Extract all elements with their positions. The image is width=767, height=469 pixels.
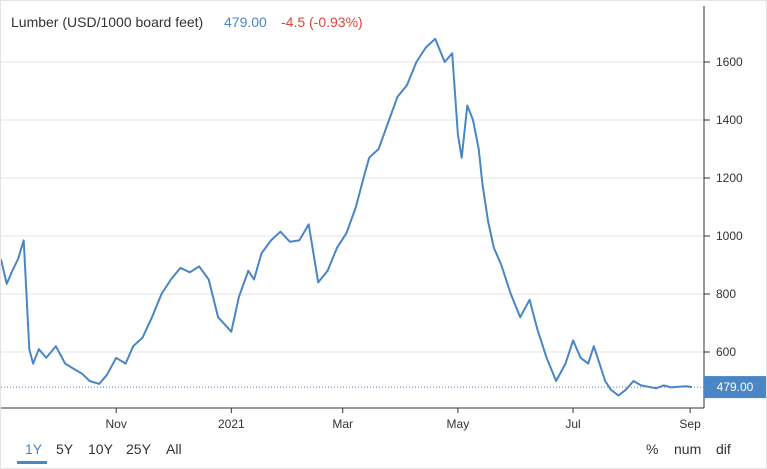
x-tick-label-may: May (447, 417, 470, 431)
range-button-1y[interactable]: 1Y (25, 441, 43, 457)
price-change: -4.5 (-0.93%) (281, 14, 363, 30)
series-line-lumber (1, 37, 693, 397)
x-tick-label-nov: Nov (105, 417, 126, 431)
y-tick-label-1000: 1000 (716, 229, 743, 243)
series-group (1, 37, 704, 397)
active-range-underline (17, 461, 47, 464)
x-tick-label-sep: Sep (679, 417, 701, 431)
last-value-badge: 479.00 (704, 376, 766, 399)
last-price: 479.00 (224, 14, 267, 30)
y-tick-label-800: 800 (716, 287, 736, 301)
x-tick-label-2021: 2021 (218, 417, 245, 431)
range-button-5y[interactable]: 5Y (56, 441, 74, 457)
last-value-badge-label: 479.00 (717, 380, 754, 394)
range-button-25y[interactable]: 25Y (126, 441, 151, 457)
display-button-num[interactable]: num (674, 441, 702, 457)
y-tick-label-600: 600 (716, 345, 736, 359)
display-button-dif[interactable]: dif (716, 441, 731, 457)
tick-labels: 600 800 1000 1200 1400 1600 Nov 2021 Mar May Jul Se… (105, 55, 743, 431)
y-tick-label-1600: 1600 (716, 55, 743, 69)
x-tick-label-mar: Mar (332, 417, 353, 431)
y-tick-label-1200: 1200 (716, 171, 743, 185)
axes (1, 6, 710, 413)
display-button-percent[interactable]: % (646, 441, 659, 457)
range-button-10y[interactable]: 10Y (88, 441, 113, 457)
last-value-badge-box (704, 376, 766, 399)
range-button-all[interactable]: All (166, 441, 182, 457)
grid-lines (1, 61, 704, 353)
y-tick-label-1400: 1400 (716, 113, 743, 127)
chart-title: Lumber (USD/1000 board feet) (11, 14, 204, 30)
x-tick-label-jul: Jul (565, 417, 580, 431)
